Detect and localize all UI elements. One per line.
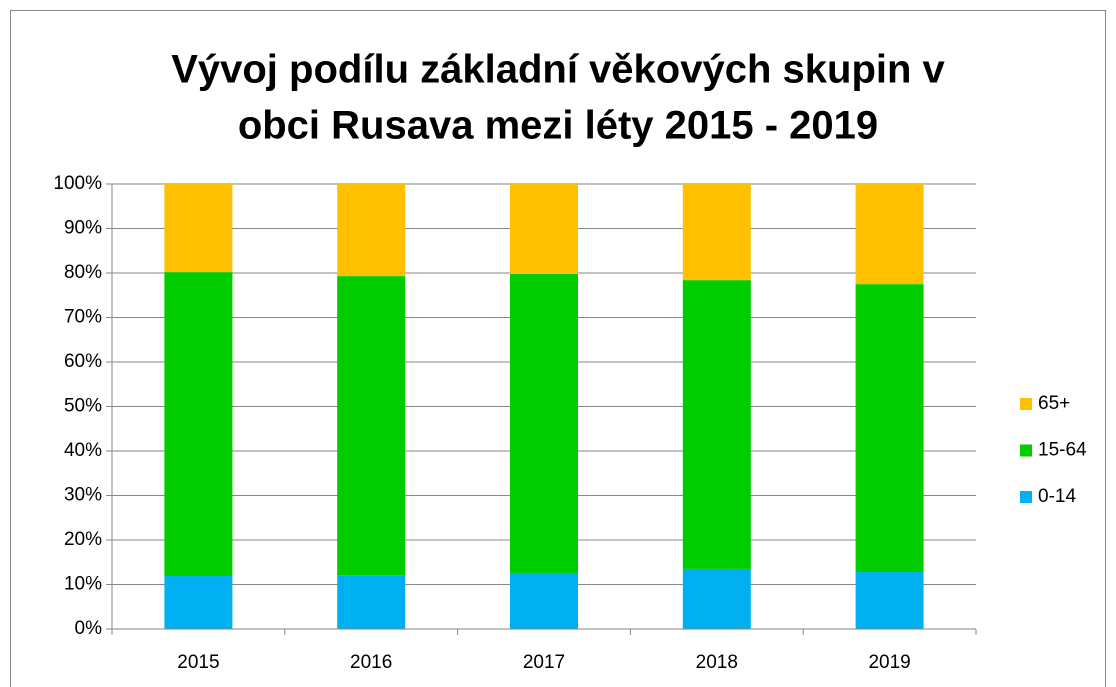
bar-segment	[855, 572, 924, 629]
bar-segment	[164, 184, 233, 273]
bar-segment	[337, 276, 406, 576]
bar-segment	[855, 284, 924, 573]
y-tick-label: 70%	[64, 307, 102, 328]
y-tick-label: 90%	[64, 218, 102, 239]
legend-label: 65+	[1038, 393, 1070, 414]
bar-segment	[164, 272, 233, 577]
bar-segment	[682, 280, 751, 569]
x-tick-label: 2017	[523, 652, 565, 673]
x-tick-label: 2019	[868, 652, 910, 673]
bar-segment	[337, 575, 406, 629]
y-tick-label: 10%	[64, 574, 102, 595]
bar-segment	[855, 184, 924, 285]
legend-label: 15-64	[1038, 440, 1087, 461]
y-tick-label: 40%	[64, 440, 102, 461]
y-tick-label: 0%	[75, 618, 103, 639]
bar-segment	[510, 273, 578, 573]
bar-segment	[164, 576, 233, 629]
legend-swatch	[1020, 398, 1032, 410]
y-tick-label: 30%	[64, 485, 102, 506]
y-tick-label: 80%	[64, 262, 102, 283]
legend-label: 0-14	[1038, 486, 1076, 507]
bar-segment	[682, 184, 751, 281]
chart-title: Vývoj podílu základní věkových skupin v	[171, 48, 945, 92]
bar-segment	[682, 568, 751, 629]
x-tick-label: 2016	[350, 652, 392, 673]
legend-swatch	[1020, 491, 1032, 503]
legend-swatch	[1020, 444, 1032, 457]
y-tick-label: 20%	[64, 529, 102, 550]
x-tick-label: 2015	[177, 652, 219, 673]
y-tick-label: 100%	[53, 173, 102, 194]
bar-segment	[510, 184, 578, 274]
y-tick-label: 50%	[64, 396, 102, 417]
y-tick-label: 60%	[64, 351, 102, 372]
bar-segment	[510, 572, 578, 629]
chart-title: obci Rusava mezi léty 2015 - 2019	[238, 104, 878, 148]
x-tick-label: 2018	[696, 652, 738, 673]
bar-segment	[337, 184, 406, 277]
